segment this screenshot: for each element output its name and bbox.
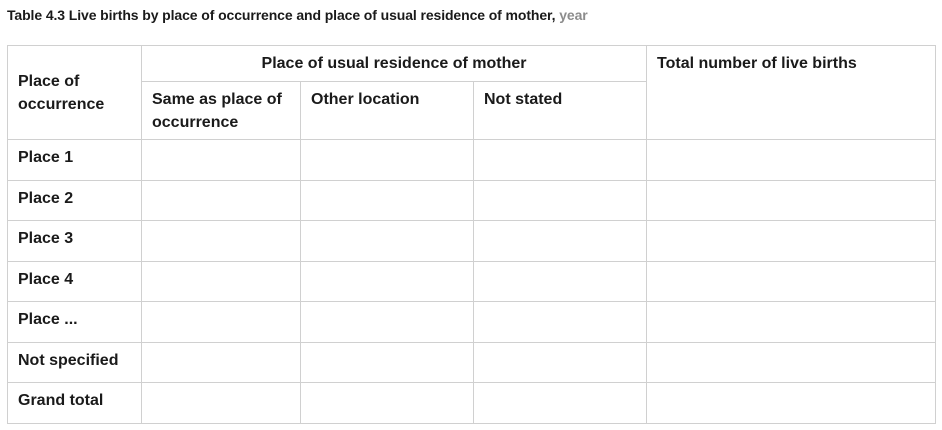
table-cell [141,139,301,181]
table-cell [472,139,648,181]
header-row-1: Place of occurrence Place of usual resid… [7,45,937,140]
table-cell [141,220,301,262]
header-row-2: Same as place of occurrence Other locati… [8,81,936,140]
caption-year-placeholder: year [559,7,588,23]
row-label: Place 3 [7,220,142,262]
table-cell [646,341,937,383]
table-row: Place 1 [7,139,937,181]
live-births-table: Place of occurrence Place of usual resid… [7,45,937,424]
table-cell [472,301,648,343]
table-cell [646,301,937,343]
table-cell [646,220,937,262]
table-caption: Table 4.3 Live births by place of occurr… [7,7,588,23]
table-cell [472,341,648,383]
header-total-live-births: Total number of live births [646,45,937,140]
table-cell [141,301,301,343]
table-cell [646,139,937,181]
row-label: Not specified [7,341,142,383]
table-row: Place 4 [7,260,937,302]
table-cell [472,382,648,424]
table-cell [472,179,648,221]
table-cell [300,260,474,302]
header-other-location: Other location [300,81,474,140]
table-cell [141,341,301,383]
row-label: Place 2 [7,179,142,221]
row-label: Place ... [7,301,142,343]
table-cell [300,341,474,383]
table-row: Place 3 [7,220,937,262]
table-cell [472,220,648,262]
header-place-of-occurrence: Place of occurrence [7,45,142,140]
caption-title: Table 4.3 Live births by place of occurr… [7,7,556,23]
table-cell [141,382,301,424]
header-same-as-place: Same as place of occurrence [141,81,301,140]
row-label: Place 1 [7,139,142,181]
table-cell [141,260,301,302]
row-label: Place 4 [7,260,142,302]
table-cell [300,382,474,424]
row-label: Grand total [7,382,142,424]
table-cell [646,260,937,302]
header-place-of-usual-residence: Place of usual residence of mother [140,45,648,82]
table-row: Place 2 [7,179,937,221]
table-cell [141,179,301,221]
table-row: Place ... [7,301,937,343]
table-cell [646,179,937,221]
table-row: Grand total [7,382,937,424]
header-not-stated: Not stated [472,81,648,140]
table-cell [300,179,474,221]
table-cell [300,139,474,181]
table-cell [300,301,474,343]
table-row: Not specified [7,341,937,383]
table-cell [472,260,648,302]
table-cell [646,382,937,424]
table-cell [300,220,474,262]
